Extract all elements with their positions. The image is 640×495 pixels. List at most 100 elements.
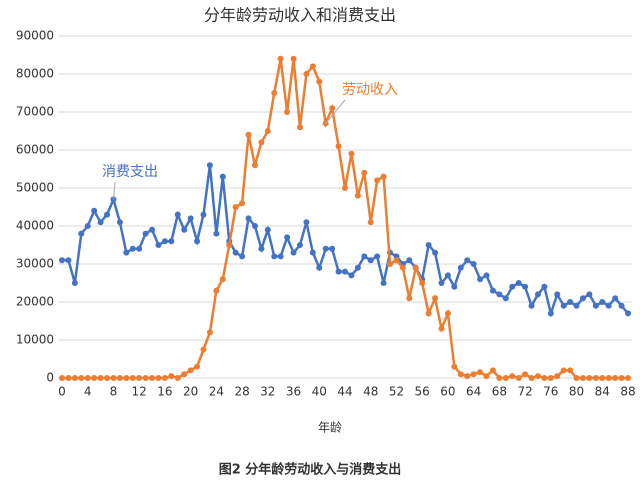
data-point [612,295,619,302]
data-point [509,373,516,380]
data-point [432,295,439,302]
y-tick-label: 0 [46,371,54,385]
data-point [374,177,381,184]
x-tick-label: 84 [595,385,610,399]
data-point [155,242,162,248]
data-point [316,78,323,85]
x-tick-label: 76 [543,385,558,399]
data-point [161,375,168,381]
y-tick-label: 20000 [16,295,54,309]
data-point [110,375,117,381]
data-point [91,375,98,381]
data-point [97,219,104,226]
data-point [84,223,91,229]
data-point [528,302,535,309]
data-point [367,219,374,226]
data-point [457,264,464,271]
data-point [464,373,471,380]
data-point [264,226,271,233]
x-tick-label: 28 [234,385,249,399]
data-point [438,280,445,286]
data-point [618,375,625,381]
data-point [187,367,194,374]
data-point [309,63,316,70]
data-point [296,124,303,131]
data-point [438,325,445,332]
data-point [618,302,625,309]
data-point [399,264,406,271]
data-point [142,230,149,237]
series-label: 消费支出 [102,164,158,180]
data-point [470,261,477,267]
data-point [560,367,567,374]
data-point [116,375,123,381]
x-tick-label: 16 [157,385,172,399]
data-point [226,242,233,248]
data-point [213,230,220,237]
data-point [625,310,631,317]
data-point [579,295,586,302]
data-point [592,375,599,381]
data-point [219,173,226,180]
data-point [251,223,258,229]
data-point [534,291,541,298]
data-point [284,234,291,241]
data-point [65,257,72,264]
leader-line [112,181,116,200]
data-point [432,249,439,256]
data-point [206,162,213,169]
data-point [361,253,368,260]
y-tick-label: 60000 [16,143,54,157]
data-point [496,375,503,381]
data-point [136,245,143,252]
data-point [296,242,303,248]
x-tick-label: 12 [132,385,147,399]
x-tick-label: 24 [209,385,224,399]
data-point [592,302,599,309]
data-point [129,245,136,252]
data-point [554,291,561,298]
data-point [123,375,130,381]
chart-title: 分年龄劳动收入和消费支出 [204,6,396,25]
data-point [239,253,246,260]
data-point [522,371,529,378]
x-tick-label: 4 [84,385,92,399]
data-point [483,272,490,279]
data-point [59,257,65,264]
data-point [155,375,162,381]
data-point [586,375,593,381]
data-point [483,373,490,380]
data-point [425,310,432,317]
data-point [329,245,336,252]
data-point [451,363,458,370]
x-tick-label: 60 [440,385,455,399]
x-tick-label: 36 [286,385,301,399]
x-tick-label: 32 [260,385,275,399]
data-point [71,375,78,381]
data-point [354,192,361,199]
data-point [470,371,477,378]
data-point [406,295,413,302]
data-point [116,219,123,226]
data-point [444,272,451,279]
data-point [335,143,342,150]
x-tick-label: 68 [492,385,507,399]
data-point [573,302,580,309]
x-axis-title: 年龄 [318,421,342,435]
data-point [477,369,484,376]
data-point [59,375,65,381]
y-tick-label: 90000 [16,29,54,43]
data-point [194,363,201,370]
data-point [187,215,194,222]
data-point [393,257,400,264]
data-point [612,375,619,381]
data-point [271,90,278,96]
data-point [168,373,175,380]
data-point [586,291,593,298]
data-point [206,329,213,336]
data-point [264,128,271,134]
y-tick-label: 30000 [16,257,54,271]
data-point [419,280,426,286]
data-point [528,375,535,381]
